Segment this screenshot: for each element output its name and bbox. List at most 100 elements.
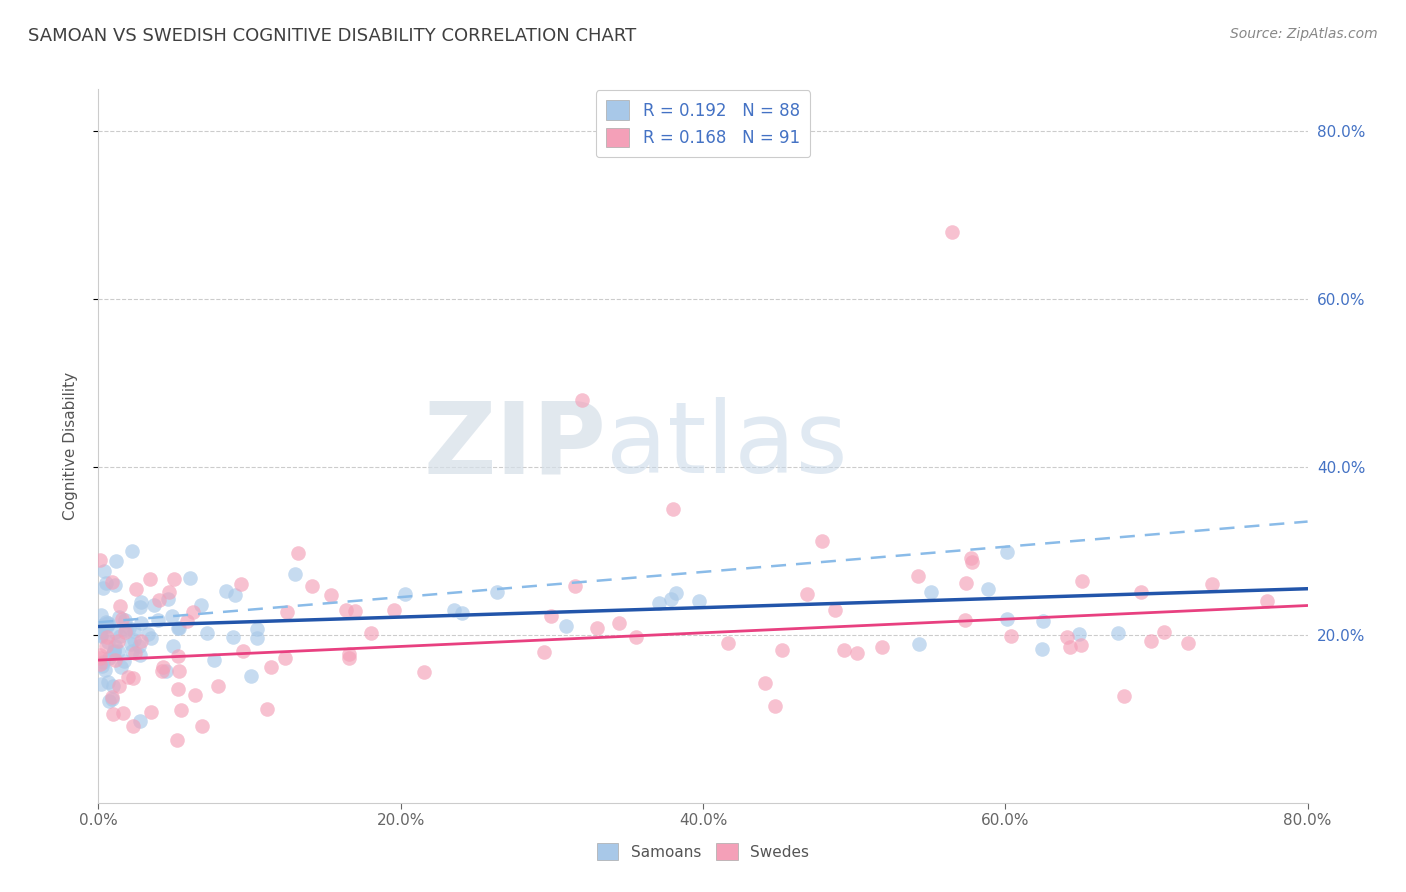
Y-axis label: Cognitive Disability: Cognitive Disability [63, 372, 77, 520]
Point [1032, 614, 1054, 628]
Point [107, 633, 129, 648]
Point [94, 663, 117, 677]
Point [146, 613, 169, 627]
Point [104, 639, 127, 653]
Point [977, 582, 1000, 597]
Point [100, 690, 122, 704]
Point [256, 701, 278, 715]
Point [661, 502, 683, 516]
Point [101, 706, 124, 721]
Point [155, 665, 177, 679]
Point [665, 585, 688, 599]
Point [96, 630, 118, 644]
Point [167, 621, 190, 635]
Point [231, 577, 253, 591]
Point [108, 629, 131, 643]
Point [129, 616, 152, 631]
Point [811, 533, 834, 548]
Point [143, 598, 166, 612]
Point [246, 631, 269, 645]
Point [240, 669, 263, 683]
Point [246, 622, 269, 636]
Point [1000, 629, 1022, 643]
Point [89, 650, 111, 665]
Point [97, 617, 120, 632]
Point [129, 714, 152, 728]
Point [157, 584, 180, 599]
Point [90, 627, 112, 641]
Point [260, 659, 283, 673]
Point [108, 679, 131, 693]
Point [382, 603, 405, 617]
Point [1153, 624, 1175, 639]
Point [908, 637, 931, 651]
Point [90, 629, 112, 643]
Point [111, 612, 134, 626]
Text: atlas: atlas [606, 398, 848, 494]
Point [451, 606, 474, 620]
Point [97, 615, 120, 630]
Point [124, 632, 146, 647]
Point [90, 677, 112, 691]
Point [533, 645, 555, 659]
Point [607, 615, 630, 630]
Point [162, 639, 184, 653]
Point [191, 719, 214, 733]
Point [659, 591, 682, 606]
Point [1070, 638, 1092, 652]
Point [319, 588, 342, 602]
Point [1059, 640, 1081, 654]
Point [122, 719, 145, 733]
Point [169, 621, 191, 635]
Point [97, 651, 120, 665]
Point [284, 567, 307, 582]
Point [181, 605, 204, 619]
Point [121, 644, 143, 658]
Point [107, 644, 129, 658]
Point [443, 603, 465, 617]
Point [93, 564, 115, 578]
Point [118, 621, 141, 635]
Point [232, 644, 254, 658]
Point [870, 640, 893, 654]
Point [832, 643, 855, 657]
Point [91, 655, 114, 669]
Point [360, 625, 382, 640]
Point [1140, 634, 1163, 648]
Point [152, 660, 174, 674]
Point [124, 646, 146, 660]
Point [754, 676, 776, 690]
Point [276, 605, 298, 619]
Point [214, 584, 236, 599]
Point [89, 608, 111, 623]
Point [103, 679, 125, 693]
Point [170, 703, 193, 717]
Point [824, 603, 846, 617]
Point [1177, 636, 1199, 650]
Point [98, 694, 121, 708]
Point [1071, 574, 1094, 589]
Point [412, 665, 434, 679]
Point [114, 624, 136, 639]
Point [1056, 630, 1078, 644]
Point [163, 573, 186, 587]
Point [1201, 576, 1223, 591]
Point [1107, 625, 1129, 640]
Point [960, 550, 983, 565]
Point [117, 670, 139, 684]
Point [122, 671, 145, 685]
Point [540, 609, 562, 624]
Point [301, 579, 323, 593]
Point [344, 604, 367, 618]
Point [169, 664, 191, 678]
Point [273, 650, 295, 665]
Point [104, 653, 127, 667]
Point [141, 705, 163, 719]
Point [115, 624, 138, 638]
Point [335, 603, 357, 617]
Point [104, 625, 127, 640]
Point [94, 616, 117, 631]
Point [995, 612, 1018, 626]
Point [105, 553, 128, 567]
Point [100, 575, 122, 590]
